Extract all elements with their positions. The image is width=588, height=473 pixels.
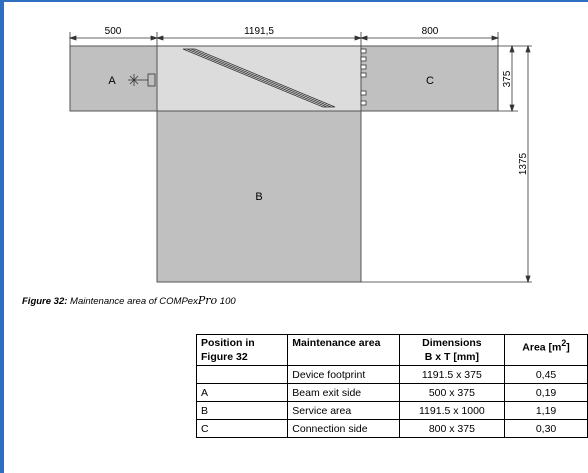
dimension-height-total: 1375 bbox=[518, 152, 529, 175]
cell-dimensions: 800 x 375 bbox=[398, 419, 506, 438]
header-dimensions: Dimensions B x T [mm] bbox=[398, 334, 506, 366]
area-b-rect bbox=[156, 110, 362, 283]
header-position: Position in Figure 32 bbox=[195, 334, 289, 366]
cell-dimensions: 1191.5 x 1000 bbox=[398, 401, 506, 420]
dimension-width-a: 500 bbox=[105, 26, 122, 37]
page-frame-top bbox=[0, 0, 588, 2]
maintenance-area-drawing: 500 1191,5 800 375 1375 A C B bbox=[68, 26, 532, 284]
maintenance-area-table: Position in Figure 32 Maintenance area D… bbox=[195, 334, 588, 438]
table-row: Device footprint 1191.5 x 375 0,45 bbox=[195, 365, 588, 384]
cell-position: C bbox=[195, 419, 289, 438]
table-row: C Connection side 800 x 375 0,30 bbox=[195, 419, 588, 438]
dimension-width-c: 800 bbox=[422, 26, 439, 37]
dimension-width-device: 1191,5 bbox=[244, 26, 274, 37]
cell-maintenance-area: Device footprint bbox=[287, 365, 400, 384]
cell-area: 1,19 bbox=[504, 401, 588, 420]
cell-position bbox=[195, 365, 289, 384]
area-a-label: A bbox=[108, 75, 116, 87]
cell-dimensions: 1191.5 x 375 bbox=[398, 365, 506, 384]
figure-caption-text: Maintenance area of COMPex bbox=[70, 296, 198, 307]
cell-position: A bbox=[195, 383, 289, 402]
cell-maintenance-area: Connection side bbox=[287, 419, 400, 438]
table-header-row: Position in Figure 32 Maintenance area D… bbox=[195, 334, 588, 366]
figure-caption: Figure 32: Maintenance area of COMPexPro… bbox=[22, 294, 236, 307]
area-a-rect bbox=[69, 45, 158, 112]
cell-area: 0,45 bbox=[504, 365, 588, 384]
table-row: B Service area 1191.5 x 1000 1,19 bbox=[195, 401, 588, 420]
laser-tube-lines bbox=[182, 48, 336, 108]
page-frame-left bbox=[0, 0, 4, 473]
cell-maintenance-area: Service area bbox=[287, 401, 400, 420]
area-b-label: B bbox=[255, 191, 262, 203]
connection-ports bbox=[360, 48, 367, 106]
header-area: Area [m2] bbox=[504, 334, 588, 366]
figure-caption-product-script: Pro bbox=[197, 294, 218, 307]
cell-dimensions: 500 x 375 bbox=[398, 383, 506, 402]
figure-caption-product-number: 100 bbox=[219, 296, 236, 307]
beam-exit-symbol bbox=[128, 73, 156, 87]
vertical-dimension bbox=[361, 44, 532, 284]
area-c-rect bbox=[360, 45, 499, 112]
header-maintenance-area: Maintenance area bbox=[287, 334, 400, 366]
cell-area: 0,19 bbox=[504, 383, 588, 402]
table-row: A Beam exit side 500 x 375 0,19 bbox=[195, 383, 588, 402]
figure-number: Figure 32: bbox=[22, 296, 68, 307]
dimension-height-top: 375 bbox=[502, 70, 513, 87]
horizontal-dimension bbox=[68, 32, 500, 46]
area-c-label: C bbox=[426, 75, 434, 87]
cell-position: B bbox=[195, 401, 289, 420]
cell-maintenance-area: Beam exit side bbox=[287, 383, 400, 402]
cell-area: 0,30 bbox=[504, 419, 588, 438]
